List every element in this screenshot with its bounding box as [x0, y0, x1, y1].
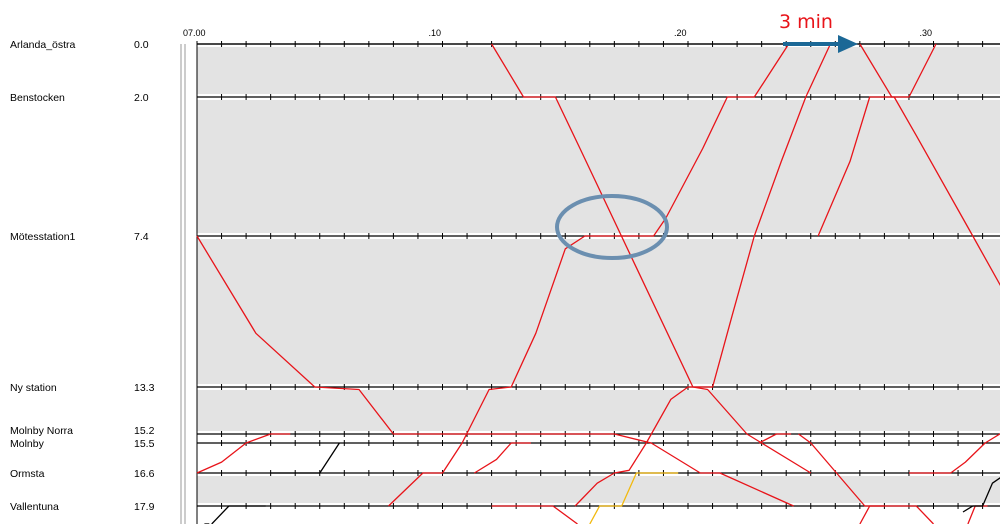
time-tick-label: .20	[674, 28, 687, 38]
station-band	[197, 476, 1000, 503]
time-tick-label: .10	[429, 28, 442, 38]
shift-annotation-label: 3 min	[779, 11, 833, 33]
train-path	[474, 442, 531, 474]
train-path	[589, 472, 679, 524]
station-km-label: 15.2	[134, 425, 155, 437]
time-tick-label: .30	[920, 28, 933, 38]
station-bands	[197, 47, 1000, 503]
station-km-label: 17.9	[134, 501, 155, 513]
station-name-label: Vallentuna	[10, 501, 59, 513]
station-name-label: Molnby	[10, 438, 45, 450]
station-km-label: 13.3	[134, 382, 155, 394]
train-path	[270, 442, 340, 474]
station-name-label: Mötesstation1	[10, 231, 76, 243]
station-name-label: Benstocken	[10, 92, 65, 104]
time-axis: 07.00 .10 .20 .30	[183, 28, 1000, 45]
station-km-label: 15.5	[134, 438, 155, 450]
station-km-label: 2.0	[134, 92, 149, 104]
train-path	[967, 505, 988, 524]
train-paths	[196, 43, 1000, 524]
train-path	[909, 433, 1000, 474]
station-km-label: 0.0	[134, 39, 149, 51]
station-band	[197, 47, 1000, 94]
train-path	[859, 43, 937, 98]
train-path	[574, 43, 831, 507]
station-name-label: Ormsta	[10, 468, 45, 480]
station-band	[197, 390, 1000, 431]
train-path	[388, 43, 790, 507]
train-path	[758, 433, 792, 444]
train-path	[859, 505, 885, 524]
shift-arrow-head	[838, 35, 858, 53]
train-path	[491, 505, 578, 524]
train-path	[196, 235, 794, 507]
annotations: 3 min	[555, 11, 858, 260]
station-km-label: 7.4	[134, 231, 149, 243]
time-tick-label: 07.00	[183, 28, 206, 38]
train-path	[196, 433, 291, 474]
station-name-label: Arlanda_östra	[10, 39, 76, 51]
train-path	[817, 96, 1000, 287]
station-labels: Arlanda_östra 0.0 Benstocken 2.0 Mötesstatio…	[10, 39, 155, 513]
left-axis	[180, 44, 198, 524]
train-path	[962, 477, 1000, 513]
station-name-label: Molnby Norra	[10, 425, 73, 437]
station-band	[197, 100, 1000, 233]
station-name-label: Ny station	[10, 382, 57, 394]
station-km-label: 16.6	[134, 468, 155, 480]
meeting-highlight-ellipse	[555, 194, 669, 260]
train-path	[211, 505, 266, 524]
station-band	[197, 239, 1000, 384]
